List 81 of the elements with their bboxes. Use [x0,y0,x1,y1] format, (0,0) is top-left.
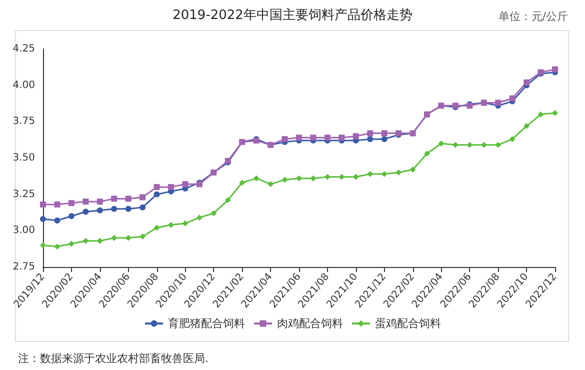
point [82,238,89,244]
point [96,198,103,205]
point [140,194,146,200]
point [324,174,330,180]
point [82,208,89,215]
point [495,142,502,148]
point [40,242,46,248]
point [196,214,202,221]
point [352,174,359,180]
chart-title: 2019-2022年中国主要饲料产品价格走势 [172,7,412,23]
point [140,233,146,240]
legend-label: 育肥猪配合饲料 [168,317,245,330]
point [125,196,132,202]
point [552,110,558,116]
point [381,130,388,136]
point [538,111,544,118]
point [396,170,402,176]
y-tick-label: 4.00 [12,80,35,91]
point [182,220,188,226]
point [367,130,374,136]
point [338,174,345,180]
y-tick-label: 2.75 [12,262,35,272]
point [352,133,359,140]
point [310,175,316,182]
point [140,204,146,210]
point [54,244,60,250]
y-tick-label: 3.75 [12,116,35,128]
point [509,136,516,142]
point [54,217,60,224]
point [466,142,473,148]
point [438,140,444,146]
point [40,216,46,222]
point [54,202,60,208]
point [96,207,103,214]
point [381,136,388,142]
point [96,238,103,244]
point [224,197,231,204]
point [524,79,530,86]
point [509,95,516,102]
point [210,210,217,216]
point [68,200,74,206]
point [182,181,188,188]
point [324,134,330,141]
point [168,184,174,190]
point [282,136,288,142]
point [310,134,316,141]
legend-label: 蛋鸡配合饲料 [375,317,441,330]
point [239,180,246,186]
point [282,176,288,183]
point [111,206,118,212]
point [367,136,374,142]
point [125,206,132,212]
point [410,166,416,173]
point [495,100,502,106]
point [296,134,302,141]
point [68,240,74,247]
point [268,181,274,188]
point [168,222,174,228]
chart-subtitle: 单位：元/公斤 [498,10,568,23]
legend-label: 肉鸡配合饲料 [277,317,343,330]
point [296,175,302,182]
y-tick-label: 3.50 [12,152,35,164]
point [111,196,118,202]
point [452,142,458,148]
point [480,142,487,148]
y-tick-label: 3.00 [12,225,35,236]
point [125,234,132,241]
point [154,191,160,198]
point [338,134,345,141]
point [40,202,46,208]
point [424,150,430,157]
y-tick-label: 3.25 [12,188,35,200]
point [154,184,160,190]
point [82,198,89,205]
point [552,66,558,72]
point [154,224,160,231]
text: 注：数据来源于农业农村部畜牧兽医局. [18,352,208,365]
y-tick-label: 4.25 [12,44,35,54]
point [68,213,74,220]
point [524,123,530,130]
point [253,175,260,182]
